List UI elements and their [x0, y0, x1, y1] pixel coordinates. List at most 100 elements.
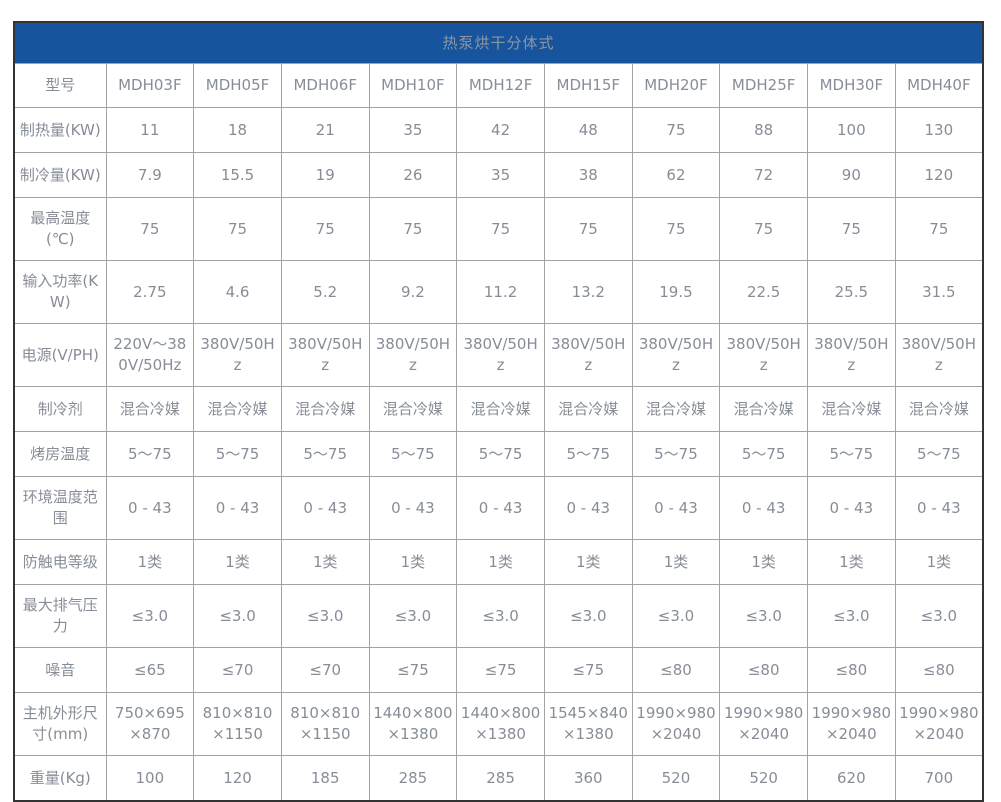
corner-label: 型号 — [13, 63, 107, 108]
spec-cell: 15.5 — [193, 152, 282, 198]
spec-cell: 1类 — [894, 539, 984, 585]
spec-cell: 380V/50Hz — [543, 323, 633, 387]
spec-cell: 1类 — [105, 539, 195, 585]
spec-cell: 混合冷媒 — [631, 386, 721, 432]
spec-cell: 380V/50Hz — [631, 323, 721, 387]
spec-cell: 22.5 — [719, 260, 808, 324]
spec-cell: ≤80 — [719, 647, 808, 693]
spec-cell: 9.2 — [368, 260, 458, 324]
spec-cell: 35 — [368, 107, 458, 153]
spec-cell: 4.6 — [193, 260, 282, 324]
spec-cell: ≤80 — [894, 647, 984, 693]
spec-cell: 1类 — [456, 539, 545, 585]
spec-cell: 0 - 43 — [193, 476, 282, 540]
spec-cell: ≤70 — [193, 647, 282, 693]
spec-cell: 130 — [894, 107, 984, 153]
spec-cell: 100 — [807, 107, 896, 153]
spec-cell: ≤80 — [807, 647, 896, 693]
row-label: 输入功率(KW) — [13, 260, 107, 324]
spec-cell: ≤3.0 — [719, 584, 808, 648]
spec-cell: 285 — [368, 755, 458, 802]
table-row: 最大排气压力 ≤3.0 ≤3.0 ≤3.0 ≤3.0 ≤3.0 ≤3.0 ≤3.0 ≤3.0 ≤3… — [13, 584, 984, 648]
spec-cell: 1类 — [719, 539, 808, 585]
row-label: 烤房温度 — [13, 431, 107, 477]
spec-cell: 380V/50Hz — [368, 323, 458, 387]
model-header: MDH40F — [894, 63, 984, 108]
spec-cell: 185 — [280, 755, 370, 802]
spec-cell: 5～75 — [456, 431, 545, 477]
table-row: 电源(V/PH) 220V～380V/50Hz 380V/50Hz 380V/50Hz… — [13, 323, 984, 387]
spec-table-body: 制热量(KW) 11 18 21 35 42 48 75 88 100 130 制冷量(KW) 7.9 1… — [13, 107, 984, 802]
spec-cell: 42 — [456, 107, 545, 153]
table-title-row: 热泵烘干分体式 — [13, 21, 984, 64]
model-header: MDH12F — [456, 63, 545, 108]
spec-cell: 380V/50Hz — [894, 323, 984, 387]
spec-cell: 38 — [543, 152, 633, 198]
spec-cell: 100 — [105, 755, 195, 802]
spec-cell: 750×695×870 — [105, 692, 195, 756]
spec-cell: 1类 — [280, 539, 370, 585]
table-row: 主机外形尺寸(mm) 750×695×870 810×810×1150 810×810… — [13, 692, 984, 756]
spec-cell: ≤75 — [368, 647, 458, 693]
spec-cell: ≤75 — [543, 647, 633, 693]
spec-cell: 1类 — [193, 539, 282, 585]
spec-cell: 810×810×1150 — [280, 692, 370, 756]
row-label: 电源(V/PH) — [13, 323, 107, 387]
table-row: 环境温度范围 0 - 43 0 - 43 0 - 43 0 - 43 0 - 43 0 - … — [13, 476, 984, 540]
spec-cell: 5～75 — [631, 431, 721, 477]
spec-cell: 380V/50Hz — [280, 323, 370, 387]
spec-cell: ≤75 — [456, 647, 545, 693]
model-header: MDH15F — [543, 63, 633, 108]
row-label: 制热量(KW) — [13, 107, 107, 153]
spec-table: 热泵烘干分体式 型号 MDH03F MDH05F MDH06F MDH10F MDH12… — [13, 21, 984, 802]
row-label: 制冷剂 — [13, 386, 107, 432]
spec-cell: 13.2 — [543, 260, 633, 324]
spec-cell: 26 — [368, 152, 458, 198]
spec-cell: 700 — [894, 755, 984, 802]
row-label: 主机外形尺寸(mm) — [13, 692, 107, 756]
spec-cell: 0 - 43 — [894, 476, 984, 540]
spec-cell: 285 — [456, 755, 545, 802]
spec-cell: 35 — [456, 152, 545, 198]
spec-cell: 75 — [280, 197, 370, 261]
spec-cell: 混合冷媒 — [456, 386, 545, 432]
row-label: 防触电等级 — [13, 539, 107, 585]
spec-cell: 48 — [543, 107, 633, 153]
spec-cell: 75 — [368, 197, 458, 261]
model-header: MDH10F — [368, 63, 458, 108]
spec-cell: 1990×980×2040 — [719, 692, 808, 756]
spec-cell: 1545×840×1380 — [543, 692, 633, 756]
spec-cell: ≤65 — [105, 647, 195, 693]
spec-cell: 5～75 — [894, 431, 984, 477]
spec-cell: 1440×800×1380 — [368, 692, 458, 756]
table-row: 制热量(KW) 11 18 21 35 42 48 75 88 100 130 — [13, 107, 984, 153]
spec-cell: 31.5 — [894, 260, 984, 324]
spec-cell: 1类 — [543, 539, 633, 585]
spec-cell: 1990×980×2040 — [894, 692, 984, 756]
spec-cell: ≤3.0 — [368, 584, 458, 648]
table-row: 噪音 ≤65 ≤70 ≤70 ≤75 ≤75 ≤75 ≤80 ≤80 ≤80 ≤80 — [13, 647, 984, 693]
spec-cell: 混合冷媒 — [543, 386, 633, 432]
spec-cell: ≤3.0 — [456, 584, 545, 648]
spec-cell: 7.9 — [105, 152, 195, 198]
spec-cell: ≤70 — [280, 647, 370, 693]
spec-cell: 11 — [105, 107, 195, 153]
spec-cell: 0 - 43 — [368, 476, 458, 540]
spec-cell: 380V/50Hz — [456, 323, 545, 387]
spec-cell: 混合冷媒 — [280, 386, 370, 432]
spec-cell: ≤80 — [631, 647, 721, 693]
model-header: MDH30F — [807, 63, 896, 108]
spec-cell: 混合冷媒 — [807, 386, 896, 432]
spec-cell: 1440×800×1380 — [456, 692, 545, 756]
spec-cell: 5～75 — [280, 431, 370, 477]
spec-cell: 2.75 — [105, 260, 195, 324]
spec-cell: 0 - 43 — [631, 476, 721, 540]
model-header-row: 型号 MDH03F MDH05F MDH06F MDH10F MDH12F MDH15F M… — [13, 63, 984, 108]
spec-cell: 75 — [894, 197, 984, 261]
spec-cell: 5.2 — [280, 260, 370, 324]
spec-cell: 0 - 43 — [105, 476, 195, 540]
spec-cell: 19 — [280, 152, 370, 198]
spec-cell: 0 - 43 — [719, 476, 808, 540]
row-label: 环境温度范围 — [13, 476, 107, 540]
spec-cell: 360 — [543, 755, 633, 802]
